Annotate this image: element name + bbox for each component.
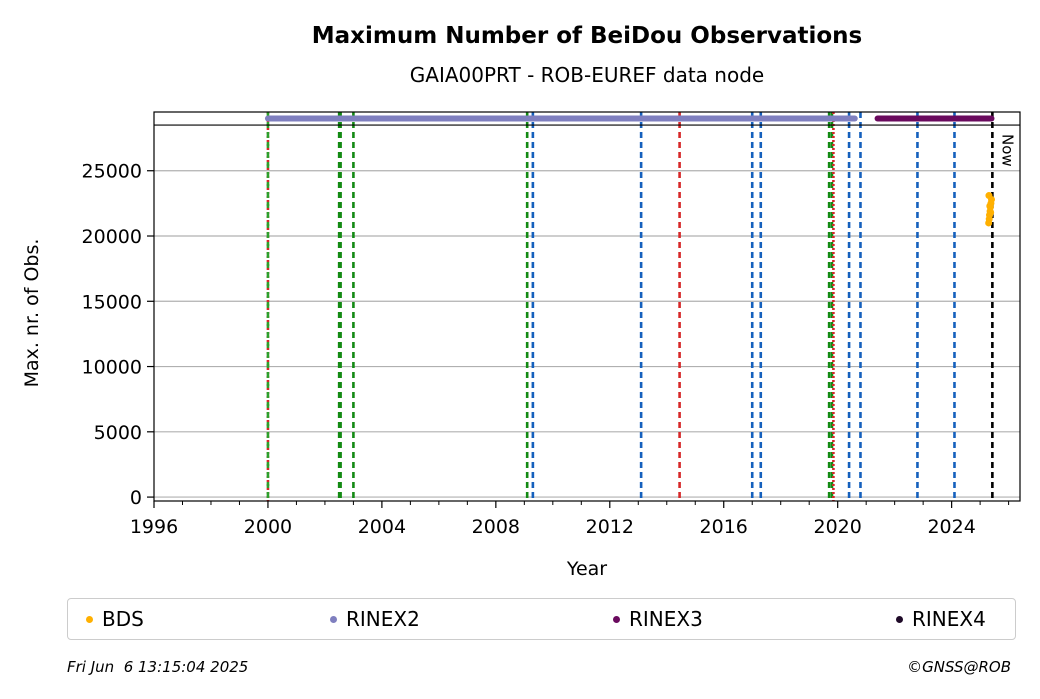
x-axis-label: Year [566, 558, 607, 580]
footer-credit: ©GNSS@ROB [907, 658, 1011, 676]
legend-marker-rinex3 [613, 615, 620, 623]
y-tick-label-1: 5000 [94, 422, 142, 444]
y-tick-label-0: 0 [130, 487, 142, 509]
now-label: Now [998, 134, 1016, 167]
legend-item-rinex4: RINEX4 [896, 607, 986, 631]
legend-label-rinex2: RINEX2 [346, 607, 420, 631]
y-tick-label-2: 10000 [82, 357, 142, 379]
point-bds-8 [986, 202, 994, 210]
chart-subtitle: GAIA00PRT - ROB-EUREF data node [410, 63, 764, 87]
legend-label-rinex3: RINEX3 [629, 607, 703, 631]
chart: Maximum Number of BeiDou Observations GA… [21, 23, 1021, 580]
legend: BDS RINEX2 RINEX3 RINEX4 [67, 598, 1016, 640]
x-tick-label-0: 1996 [130, 516, 178, 538]
legend-item-rinex2: RINEX2 [330, 607, 420, 631]
footer-date: Fri Jun 6 13:15:04 2025 [67, 658, 249, 676]
y-tick-label-3: 15000 [82, 291, 142, 313]
y-tick-label-5: 25000 [82, 161, 142, 183]
point-bds-7 [985, 192, 993, 200]
x-tick-label-4: 2012 [586, 516, 634, 538]
x-tick-label-6: 2020 [814, 516, 862, 538]
legend-label-rinex4: RINEX4 [912, 607, 986, 631]
legend-label-bds: BDS [102, 607, 144, 631]
legend-item-bds: BDS [86, 607, 144, 631]
y-axis-label: Max. nr. of Obs. [21, 239, 43, 388]
legend-marker-rinex2 [330, 615, 337, 623]
point-bds-9 [987, 209, 995, 217]
legend-marker-rinex4 [896, 615, 903, 623]
x-tick-label-3: 2008 [472, 516, 520, 538]
legend-marker-bds [86, 615, 93, 623]
x-tick-label-5: 2016 [700, 516, 748, 538]
plot-frame [153, 111, 1021, 502]
x-tick-label-7: 2024 [927, 516, 975, 538]
x-tick-label-1: 2000 [244, 516, 292, 538]
chart-title: Maximum Number of BeiDou Observations [312, 23, 862, 49]
y-tick-label-4: 20000 [82, 226, 142, 248]
plot-area: 1996 2000 2004 2008 2012 2016 2020 2024 0 5000 100… [82, 111, 1021, 538]
legend-item-rinex3: RINEX3 [613, 607, 703, 631]
x-tick-label-2: 2004 [358, 516, 406, 538]
